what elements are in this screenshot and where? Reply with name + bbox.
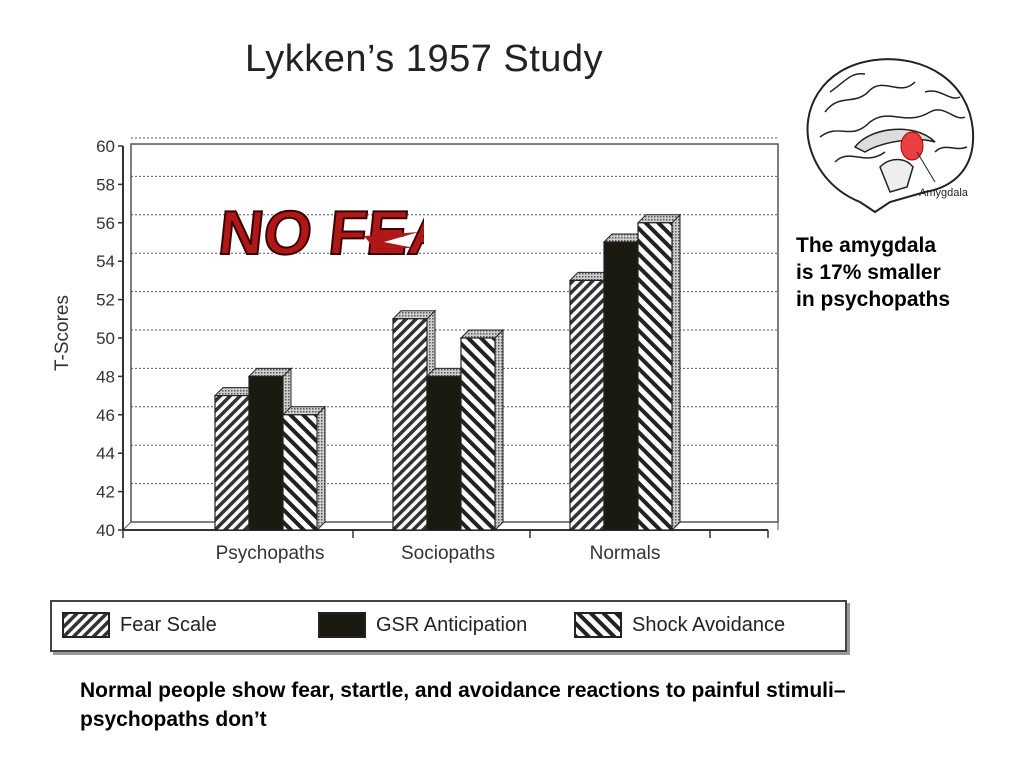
y-tick-label: 42 [96, 483, 115, 502]
legend-label: GSR Anticipation [376, 613, 528, 636]
bar-side [494, 328, 504, 532]
bar-side [316, 405, 326, 532]
legend-swatch-fear [62, 612, 110, 638]
y-tick-label: 46 [96, 406, 115, 425]
y-tick-label: 50 [96, 329, 115, 348]
legend-swatch-gsr [318, 612, 366, 638]
x-tick-label: Sociopaths [401, 543, 495, 564]
y-tick-label: 48 [96, 367, 115, 386]
note-line: is 17% smaller [796, 261, 941, 284]
bar-top [636, 214, 682, 224]
x-tick-label: Normals [590, 543, 661, 564]
bar-gsr-anticipation [248, 375, 284, 531]
bar-fear-scale [214, 395, 250, 531]
no-fear-text: NO FEAR [215, 199, 424, 268]
bar-chart: 60 58 56 54 52 50 48 46 44 42 40 T-Scores Psychopath… [52, 137, 779, 564]
caption: Normal people show fear, startle, and av… [80, 679, 846, 731]
amygdala-label: Amygdala [919, 187, 969, 199]
y-tick-label: 40 [96, 521, 115, 540]
bar-shock-avoidance [637, 222, 673, 531]
legend-label: Fear Scale [120, 613, 217, 636]
bar-top [247, 367, 293, 377]
chart-legend: Fear Scale GSR Anticipation Shock Avoida… [50, 600, 847, 652]
y-tick-label: 56 [96, 214, 115, 233]
bar-top [391, 310, 437, 320]
bar-gsr-anticipation [603, 241, 639, 531]
bar-side [671, 213, 681, 532]
y-tick-label: 60 [96, 137, 115, 156]
bar-top [281, 406, 327, 416]
chart-title: Lykken’s 1957 Study [245, 38, 604, 80]
brain-illustration: Amygdala [806, 58, 975, 214]
legend-item-gsr: GSR Anticipation [318, 610, 527, 640]
y-tick-label: 54 [96, 252, 115, 271]
note-line: The amygdala [796, 234, 937, 257]
bar-fear-scale [392, 318, 428, 531]
no-fear-logo: NO FEAR [214, 198, 424, 269]
y-tick-label: 52 [96, 291, 115, 310]
bar-shock-avoidance [460, 337, 496, 531]
bar-top [459, 329, 505, 339]
bar-gsr-anticipation [426, 375, 462, 531]
legend-item-fear-scale: Fear Scale [62, 610, 217, 640]
y-tick-label: 58 [96, 175, 115, 194]
bar-shock-avoidance [282, 414, 318, 531]
amygdala-note: The amygdala is 17% smaller in psychopat… [796, 232, 950, 313]
y-axis-label: T-Scores [52, 295, 73, 371]
note-line: in psychopaths [796, 288, 951, 311]
x-tick-label: Psychopaths [216, 543, 325, 564]
legend-item-shock: Shock Avoidance [574, 610, 785, 640]
legend-label: Shock Avoidance [632, 613, 786, 636]
y-tick-label: 44 [96, 444, 115, 463]
bar-fear-scale [569, 279, 605, 531]
legend-swatch-shock [574, 612, 622, 638]
